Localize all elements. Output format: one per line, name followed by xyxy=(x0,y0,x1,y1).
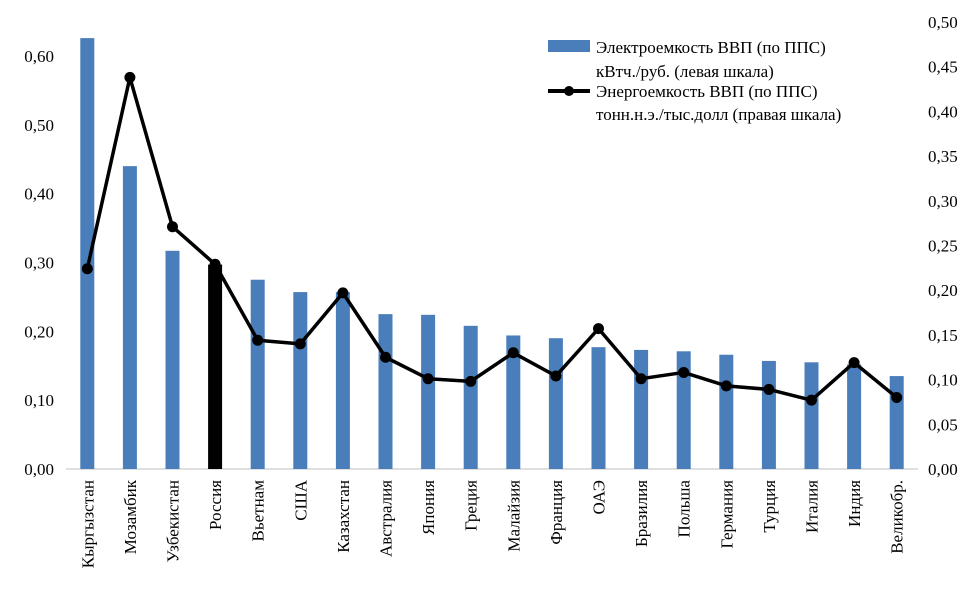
legend-line-label-1: Энергоемкость ВВП (по ППС) xyxy=(596,82,818,101)
right-tick-label: 0,50 xyxy=(928,13,958,32)
line-point xyxy=(337,287,349,299)
category-label: Италия xyxy=(803,480,822,533)
line-point xyxy=(465,375,477,387)
line-point xyxy=(507,347,519,359)
category-label: Малайзия xyxy=(504,480,523,552)
line-point xyxy=(124,71,136,83)
bar xyxy=(847,364,862,469)
category-label: Великобр. xyxy=(888,480,907,554)
bar xyxy=(889,376,904,469)
bar xyxy=(463,325,478,469)
category-label: Вьетнам xyxy=(249,480,268,542)
right-tick-label: 0,10 xyxy=(928,371,958,390)
legend: Электроемкость ВВП (по ППС) кВтч./руб. (… xyxy=(548,38,841,124)
right-tick-label: 0,05 xyxy=(928,415,958,434)
bar xyxy=(506,335,521,469)
bar xyxy=(591,347,606,469)
line-point xyxy=(167,221,178,233)
line-point xyxy=(81,263,93,275)
category-label: Индия xyxy=(845,480,864,527)
legend-bar-label-2: кВтч./руб. (левая шкала) xyxy=(596,62,774,81)
right-tick-label: 0,20 xyxy=(928,281,958,300)
category-label: Россия xyxy=(206,480,225,530)
bar xyxy=(122,166,137,469)
bar xyxy=(250,279,265,469)
bar xyxy=(378,314,393,469)
line-point xyxy=(806,394,817,406)
line-point xyxy=(294,338,306,350)
category-label: Австралия xyxy=(377,480,396,557)
left-tick-label: 0,30 xyxy=(24,254,54,273)
category-label: Турция xyxy=(760,480,779,533)
bar xyxy=(804,362,819,469)
line-path xyxy=(85,75,898,402)
right-tick-label: 0,40 xyxy=(928,102,958,121)
line-point xyxy=(593,323,604,335)
line-point xyxy=(678,366,690,378)
right-axis: 0,00 0,05 0,10 0,15 0,20 0,25 0,30 0,35 0,40 0,45… xyxy=(928,13,958,479)
right-tick-label: 0,25 xyxy=(928,237,958,256)
right-tick-label: 0,35 xyxy=(928,147,958,166)
bar xyxy=(676,351,691,469)
line-point xyxy=(891,391,903,403)
line-point xyxy=(252,334,264,346)
bar xyxy=(208,264,223,469)
category-label: Япония xyxy=(419,480,438,535)
bar xyxy=(421,314,436,469)
line-point xyxy=(550,370,562,382)
category-label: Франция xyxy=(547,480,566,545)
line-series xyxy=(81,71,903,406)
right-tick-label: 0,45 xyxy=(928,58,958,77)
category-label: Узбекистан xyxy=(164,480,183,562)
line-point xyxy=(763,383,775,395)
line-point xyxy=(422,373,434,385)
legend-line-marker xyxy=(564,86,574,96)
right-tick-label: 0,00 xyxy=(928,460,958,479)
category-label: США xyxy=(291,479,310,520)
legend-line-label-2: тонн.н.э./тыс.долл (правая шкала) xyxy=(596,105,841,124)
bar xyxy=(80,38,95,469)
bar xyxy=(719,354,734,469)
bar-series xyxy=(80,38,904,469)
line-point xyxy=(848,357,860,369)
bar xyxy=(634,349,649,469)
bar xyxy=(548,338,563,469)
category-label: ОАЭ xyxy=(590,480,609,515)
right-tick-label: 0,30 xyxy=(928,192,958,211)
left-tick-label: 0,00 xyxy=(24,460,54,479)
bar xyxy=(335,292,350,469)
category-label: Кыргызстан xyxy=(78,480,97,568)
category-axis: Кыргызстан Мозамбик Узбекистан Россия Вьетна… xyxy=(78,479,906,568)
left-tick-label: 0,10 xyxy=(24,391,54,410)
line-point xyxy=(209,258,221,270)
left-tick-label: 0,50 xyxy=(24,116,54,135)
category-label: Мозамбик xyxy=(121,479,140,554)
left-tick-label: 0,40 xyxy=(24,185,54,204)
category-label: Греция xyxy=(462,480,481,531)
category-label: Германия xyxy=(717,480,736,549)
bar xyxy=(165,250,180,469)
left-tick-label: 0,60 xyxy=(24,47,54,66)
category-label: Бразилия xyxy=(632,480,651,547)
right-tick-label: 0,15 xyxy=(928,326,958,345)
line-point xyxy=(635,373,647,385)
legend-bar-label-1: Электроемкость ВВП (по ППС) xyxy=(596,38,826,57)
line-point xyxy=(720,380,732,392)
left-axis: 0,00 0,10 0,20 0,30 0,40 0,50 0,60 xyxy=(24,47,54,479)
category-label: Польша xyxy=(675,480,694,538)
line-point xyxy=(380,351,391,363)
bar xyxy=(761,360,776,469)
legend-bar-swatch xyxy=(548,40,590,52)
bar xyxy=(293,292,308,469)
left-tick-label: 0,20 xyxy=(24,322,54,341)
category-label: Казахстан xyxy=(334,480,353,553)
